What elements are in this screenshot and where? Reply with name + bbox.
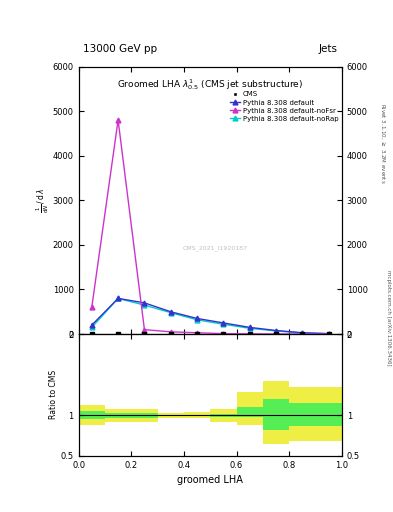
Text: Jets: Jets bbox=[319, 44, 338, 54]
Text: 13000 GeV pp: 13000 GeV pp bbox=[83, 44, 157, 54]
X-axis label: groomed LHA: groomed LHA bbox=[177, 475, 243, 485]
Y-axis label: Ratio to CMS: Ratio to CMS bbox=[49, 370, 58, 419]
Text: Groomed LHA $\lambda^{1}_{0.5}$ (CMS jet substructure): Groomed LHA $\lambda^{1}_{0.5}$ (CMS jet… bbox=[117, 77, 303, 92]
Text: Rivet 3.1.10, $\geq$ 3.2M events: Rivet 3.1.10, $\geq$ 3.2M events bbox=[379, 103, 387, 184]
Y-axis label: $\frac{1}{\mathrm{d}N}\,/\,\mathrm{d}\,\lambda$: $\frac{1}{\mathrm{d}N}\,/\,\mathrm{d}\,\… bbox=[35, 188, 51, 213]
Legend: CMS, Pythia 8.308 default, Pythia 8.308 default-noFsr, Pythia 8.308 default-noRa: CMS, Pythia 8.308 default, Pythia 8.308 … bbox=[230, 92, 338, 122]
Text: mcplots.cern.ch [arXiv:1306.3436]: mcplots.cern.ch [arXiv:1306.3436] bbox=[386, 270, 391, 365]
Text: CMS_2021_I1920187: CMS_2021_I1920187 bbox=[183, 246, 248, 251]
